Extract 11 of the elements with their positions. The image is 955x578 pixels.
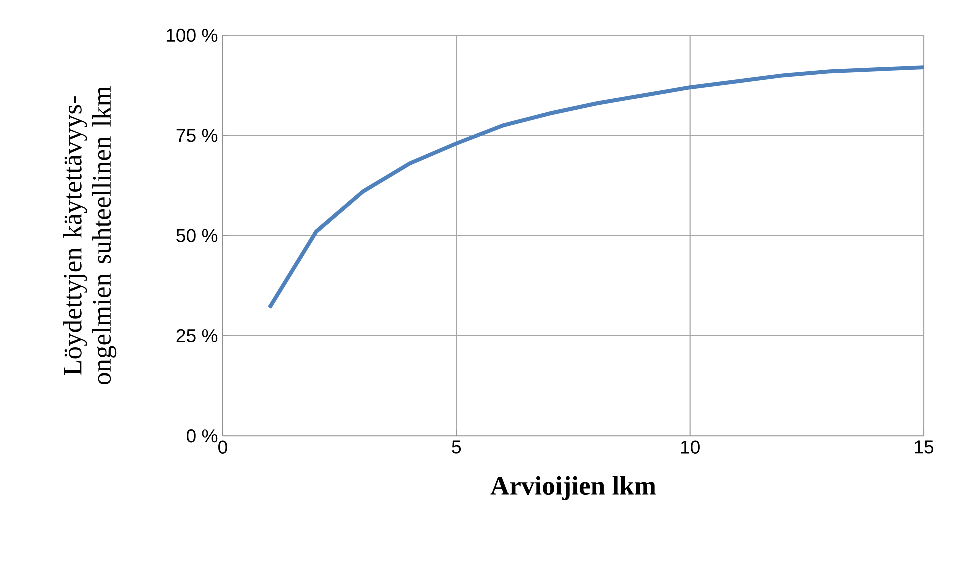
x-tick-label: 0 xyxy=(218,440,228,454)
x-tick-label: 15 xyxy=(915,440,934,454)
y-tick-label: 25 % xyxy=(176,329,218,342)
y-tick-label: 0 % xyxy=(186,429,218,443)
y-tick-label: 100 % xyxy=(166,28,218,42)
x-tick-label: 10 xyxy=(681,440,700,454)
x-axis-title: Arvioijien lkm xyxy=(490,476,656,500)
x-tick-label: 5 xyxy=(452,440,462,454)
y-axis-title: Löydettyjen käytettävyys-ongelmien suhteellinen lkm xyxy=(63,86,117,384)
y-tick-label: 75 % xyxy=(176,129,218,142)
y-tick-label: 50 % xyxy=(176,229,218,242)
